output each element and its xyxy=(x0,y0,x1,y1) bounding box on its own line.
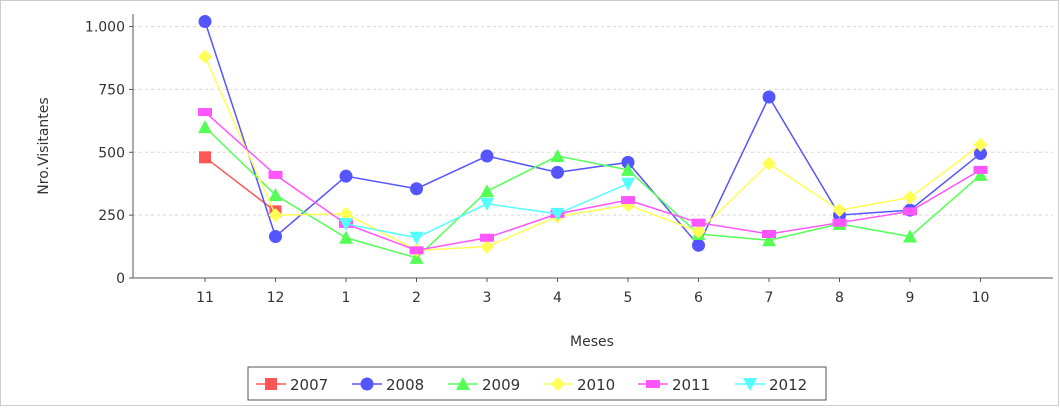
data-point-2008-11 xyxy=(198,15,212,29)
data-point-2009-7 xyxy=(762,233,776,247)
x-tick-label: 9 xyxy=(906,290,915,306)
data-point-2008-1 xyxy=(339,169,353,183)
legend-marker-2009 xyxy=(456,377,470,390)
data-point-2010-6 xyxy=(691,224,706,239)
x-tick-label: 6 xyxy=(694,290,703,306)
data-point-2008-2 xyxy=(410,182,423,196)
data-point-2012-1 xyxy=(339,217,353,231)
y-tick-label: 250 xyxy=(98,208,125,224)
data-point-2009-2 xyxy=(409,250,424,264)
series-2012 xyxy=(339,177,635,245)
data-point-2011-11 xyxy=(198,108,212,117)
data-point-2012-3 xyxy=(480,197,494,211)
data-point-2010-1 xyxy=(339,206,353,221)
series-line-2008 xyxy=(204,21,981,247)
x-tick-label: 3 xyxy=(483,290,492,306)
data-point-2009-5 xyxy=(621,162,635,176)
x-tick-label: 2 xyxy=(412,290,421,306)
x-ticks: 11 12 1 2 3 4 5 6 7 8 9 10 xyxy=(196,278,989,306)
legend-marker-2011 xyxy=(646,380,660,388)
series-line-2011 xyxy=(204,111,981,252)
x-tick-label: 12 xyxy=(267,290,285,306)
data-point-2008-6 xyxy=(692,238,705,252)
legend-marker-2010 xyxy=(551,377,565,391)
legend-label: 2011 xyxy=(672,376,710,394)
data-point-2009-3 xyxy=(480,184,494,198)
legend-item-2009: 2009 xyxy=(448,376,520,394)
data-point-2009-11 xyxy=(198,120,212,134)
legend-item-2008: 2008 xyxy=(352,376,424,394)
legend-marker-2007 xyxy=(265,378,277,390)
data-point-2008-4 xyxy=(551,165,564,179)
data-point-2011-5 xyxy=(621,196,635,205)
legend-label: 2012 xyxy=(769,376,807,394)
data-point-2012-5 xyxy=(621,177,635,191)
data-point-2008-7 xyxy=(762,90,776,104)
series-line-2009 xyxy=(204,126,981,259)
data-point-2009-4 xyxy=(550,149,565,163)
x-axis-title: Meses xyxy=(570,334,614,350)
y-axis-title: Nro.Visitantes xyxy=(36,97,52,194)
data-point-2008-10 xyxy=(974,147,987,161)
data-point-2011-6 xyxy=(691,218,706,227)
data-point-2010-11 xyxy=(198,49,212,64)
series-2009 xyxy=(198,120,988,264)
x-tick-label: 1 xyxy=(342,290,351,306)
legend-label: 2007 xyxy=(290,376,328,394)
legend-marker-2012 xyxy=(743,378,757,391)
legend: 2007 2008 2009 2010 2011 2012 xyxy=(247,366,827,401)
data-point-2010-12 xyxy=(268,208,283,223)
data-point-2008-3 xyxy=(480,149,494,163)
y-tick-label: 750 xyxy=(98,82,125,98)
data-point-2008-5 xyxy=(621,155,635,169)
data-point-2010-7 xyxy=(762,156,776,171)
data-point-2010-3 xyxy=(480,239,494,254)
data-point-2011-9 xyxy=(903,207,917,216)
legend-label: 2009 xyxy=(482,376,520,394)
legend-item-2012: 2012 xyxy=(735,376,807,394)
legend-label: 2008 xyxy=(386,376,424,394)
data-point-2012-4 xyxy=(550,207,565,221)
data-point-2011-3 xyxy=(480,233,494,242)
y-tick-label: 1.000 xyxy=(85,20,125,36)
data-point-2010-10 xyxy=(973,137,988,152)
x-tick-label: 10 xyxy=(972,290,990,306)
data-point-2010-9 xyxy=(903,190,917,205)
x-tick-label: 11 xyxy=(196,290,214,306)
series xyxy=(198,15,988,264)
x-tick-label: 7 xyxy=(765,290,774,306)
y-tick-label: 0 xyxy=(116,271,125,287)
legend-item-2010: 2010 xyxy=(543,376,615,394)
legend-item-2007: 2007 xyxy=(256,376,328,394)
data-point-2011-2 xyxy=(409,246,424,255)
data-point-2011-7 xyxy=(762,230,776,238)
data-point-2011-10 xyxy=(973,165,988,174)
data-point-2009-9 xyxy=(903,229,917,243)
legend-label: 2010 xyxy=(577,376,615,394)
axes xyxy=(132,7,1053,279)
data-point-2007-11 xyxy=(199,151,211,164)
x-tick-label: 4 xyxy=(553,290,562,306)
data-point-2011-12 xyxy=(268,170,283,179)
y-ticks: 0 250 500 750 1.000 xyxy=(85,20,133,287)
legend-item-2011: 2011 xyxy=(638,376,710,394)
legend-marker-2008 xyxy=(360,377,374,391)
x-tick-label: 8 xyxy=(835,290,844,306)
data-point-2009-10 xyxy=(973,167,988,181)
data-point-2009-12 xyxy=(268,188,283,202)
y-tick-label: 500 xyxy=(98,145,125,161)
data-point-2008-12 xyxy=(269,230,282,244)
series-line-2010 xyxy=(204,56,981,252)
data-point-2009-1 xyxy=(339,230,353,244)
x-tick-label: 5 xyxy=(624,290,633,306)
data-point-2010-8 xyxy=(832,203,847,218)
data-point-2012-2 xyxy=(409,231,424,245)
data-point-2011-8 xyxy=(832,218,847,227)
legend-box xyxy=(247,366,827,401)
